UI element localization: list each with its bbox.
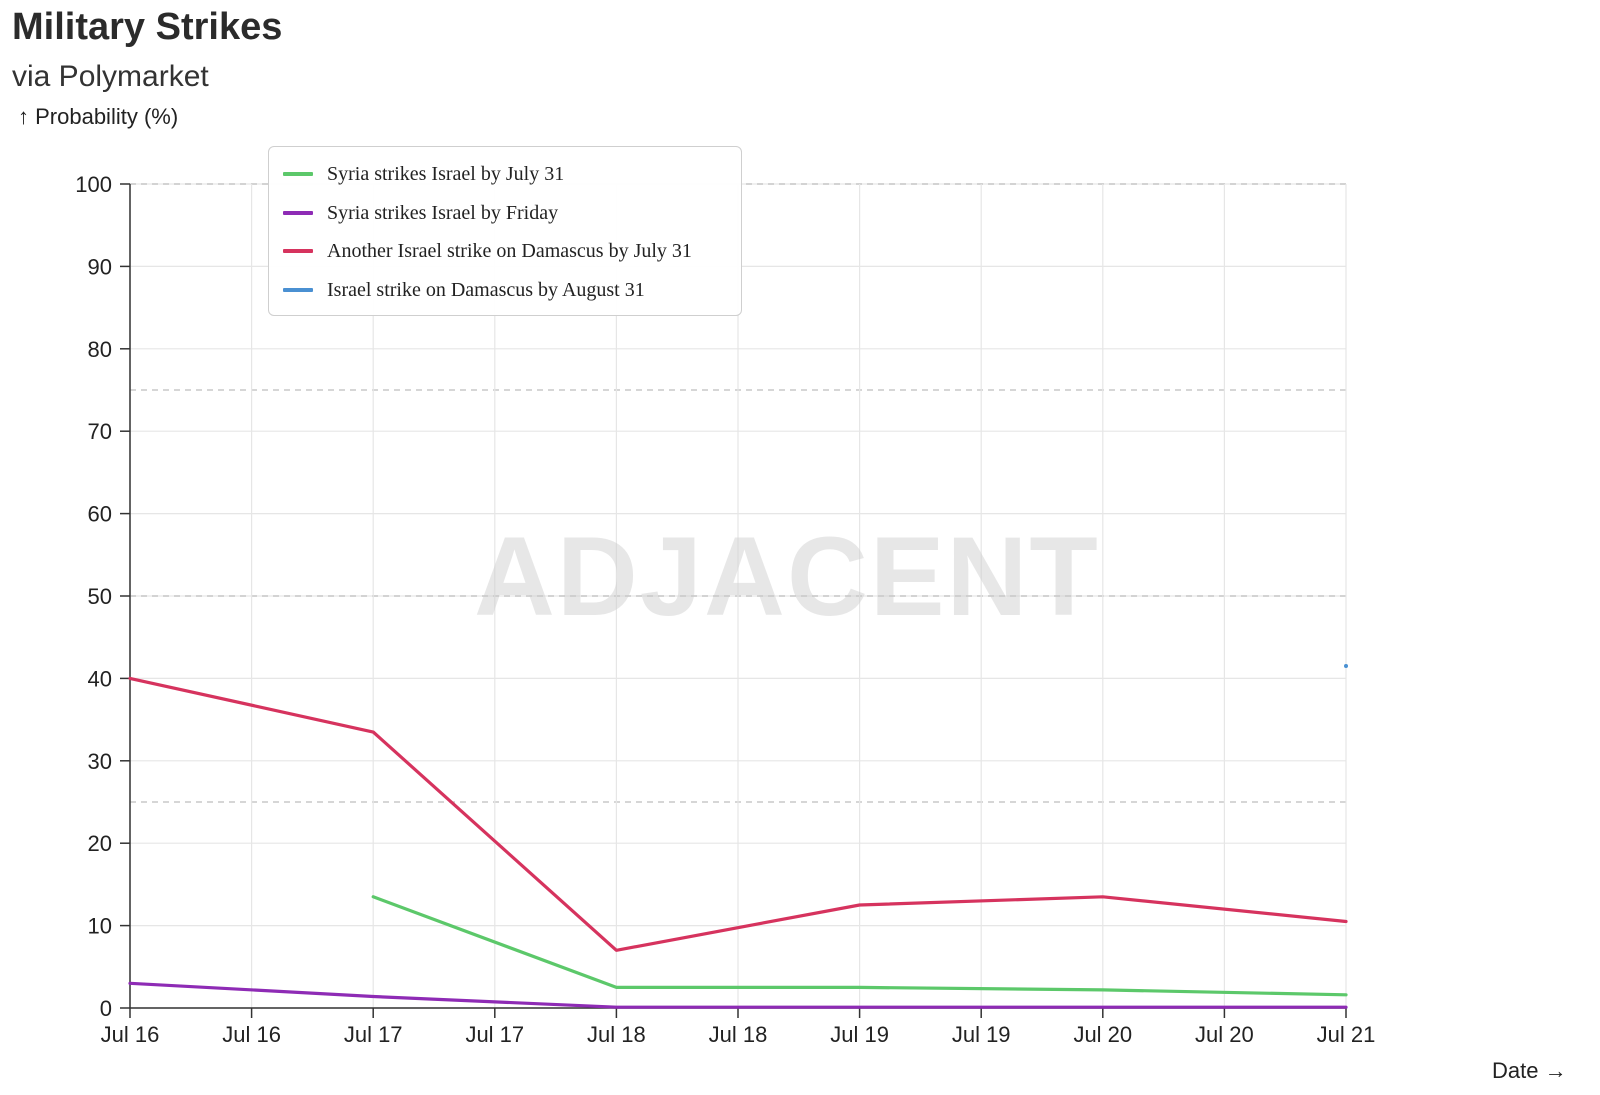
y-axis-label: ↑ Probability (%) bbox=[18, 104, 179, 129]
legend-swatch bbox=[283, 211, 313, 215]
x-tick-label: Jul 17 bbox=[465, 1022, 524, 1047]
y-tick-label: 80 bbox=[88, 337, 112, 362]
x-axis-label: Date → bbox=[1492, 1058, 1567, 1083]
legend-item[interactable]: Syria strikes Israel by Friday bbox=[283, 198, 558, 228]
x-tick-label: Jul 18 bbox=[587, 1022, 646, 1047]
x-tick-label: Jul 16 bbox=[101, 1022, 160, 1047]
x-tick-label: Jul 18 bbox=[709, 1022, 768, 1047]
y-tick-label: 50 bbox=[88, 584, 112, 609]
legend: Syria strikes Israel by July 31 Syria st… bbox=[268, 146, 742, 316]
watermark: ADJACENT bbox=[474, 514, 1100, 639]
series-line bbox=[371, 895, 1348, 997]
series-lines bbox=[128, 664, 1348, 1009]
y-tick-label: 70 bbox=[88, 419, 112, 444]
chart-subtitle: via Polymarket bbox=[12, 60, 209, 93]
legend-label: Israel strike on Damascus by August 31 bbox=[327, 278, 645, 301]
series-line bbox=[128, 676, 1348, 952]
y-tick-label: 0 bbox=[100, 996, 112, 1021]
legend-label: Syria strikes Israel by Friday bbox=[327, 201, 559, 224]
x-tick-label: Jul 19 bbox=[952, 1022, 1011, 1047]
x-tick-label: Jul 17 bbox=[344, 1022, 403, 1047]
legend-swatch bbox=[283, 172, 313, 176]
series-point bbox=[1344, 664, 1348, 669]
y-tick-label: 20 bbox=[88, 831, 112, 856]
legend-item[interactable]: Syria strikes Israel by July 31 bbox=[283, 159, 564, 189]
legend-swatch bbox=[283, 288, 313, 292]
y-tick-label: 90 bbox=[88, 254, 112, 279]
x-tick-label: Jul 20 bbox=[1195, 1022, 1254, 1047]
y-tick-label: 60 bbox=[88, 502, 112, 527]
y-tick-label: 10 bbox=[88, 914, 112, 939]
legend-item[interactable]: Another Israel strike on Damascus by Jul… bbox=[283, 236, 692, 266]
x-tick-label: Jul 19 bbox=[830, 1022, 889, 1047]
legend-label: Syria strikes Israel by July 31 bbox=[327, 162, 565, 185]
x-tick-label: Jul 21 bbox=[1317, 1022, 1376, 1047]
legend-item[interactable]: Israel strike on Damascus by August 31 bbox=[283, 275, 645, 305]
legend-label: Another Israel strike on Damascus by Jul… bbox=[327, 239, 692, 262]
x-tick-label: Jul 20 bbox=[1073, 1022, 1132, 1047]
x-tick-label: Jul 16 bbox=[222, 1022, 281, 1047]
y-tick-label: 40 bbox=[88, 666, 112, 691]
series-line bbox=[128, 981, 1348, 1009]
chart-title: Military Strikes bbox=[12, 6, 283, 48]
y-tick-label: 100 bbox=[75, 172, 112, 197]
legend-swatch bbox=[283, 249, 313, 253]
y-tick-label: 30 bbox=[88, 749, 112, 774]
